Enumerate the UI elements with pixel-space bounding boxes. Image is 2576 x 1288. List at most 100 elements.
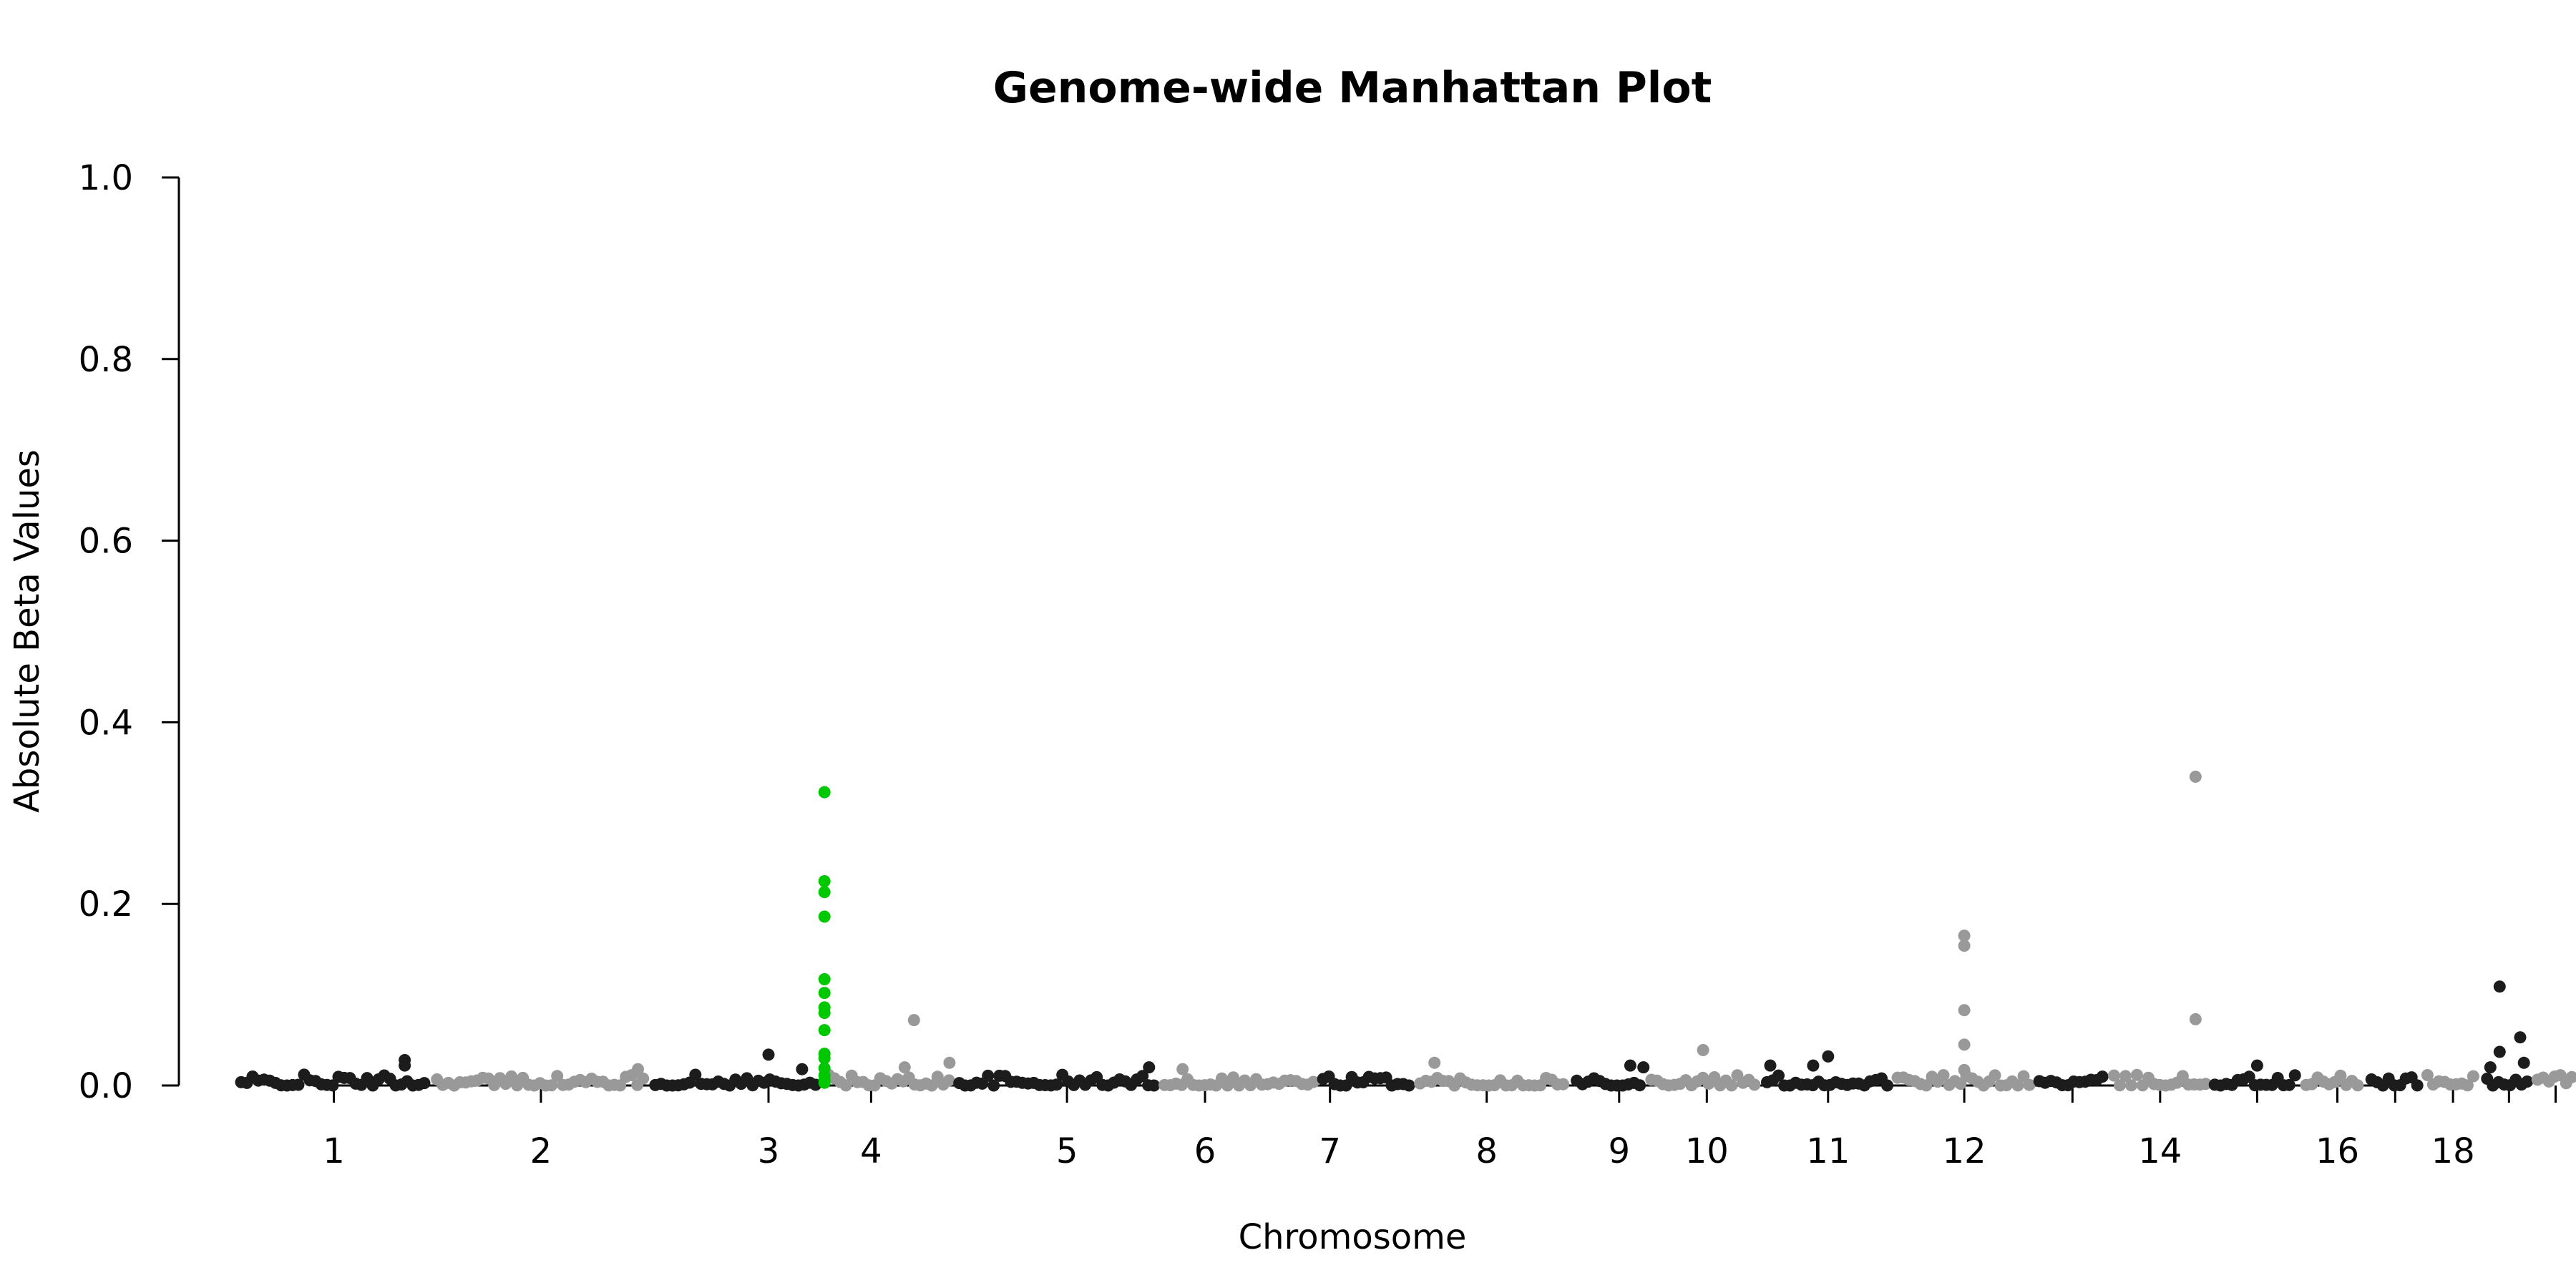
data-point: [1807, 1059, 1820, 1072]
chart-title: Genome-wide Manhattan Plot: [993, 63, 1712, 113]
data-point: [2461, 1079, 2474, 1092]
data-point: [2493, 980, 2506, 993]
x-tick-label: 7: [1319, 1131, 1341, 1171]
y-tick-label: 0.0: [79, 1066, 133, 1106]
x-tick-label: 18: [2431, 1131, 2475, 1171]
data-point: [637, 1072, 650, 1085]
highlight-point: [818, 1024, 831, 1037]
x-tick-label: 1: [323, 1131, 345, 1171]
x-tick-label: 10: [1685, 1131, 1729, 1171]
data-point: [689, 1068, 702, 1081]
data-point: [1697, 1044, 1709, 1056]
y-tick-label: 0.4: [79, 703, 133, 743]
highlight-point: [818, 886, 831, 899]
data-point: [762, 1048, 775, 1061]
data-point: [907, 1014, 920, 1027]
x-tick-label: 6: [1194, 1131, 1216, 1171]
data-point: [2493, 1045, 2506, 1058]
data-point: [982, 1069, 995, 1082]
x-tick-label: 5: [1056, 1131, 1078, 1171]
data-point: [2467, 1070, 2479, 1083]
y-tick-label: 0.6: [79, 522, 133, 562]
x-tick-label: 9: [1609, 1131, 1631, 1171]
data-point: [1958, 1063, 1971, 1076]
data-point: [2288, 1069, 2301, 1082]
y-tick-label: 0.8: [79, 340, 133, 380]
data-point: [2023, 1078, 2036, 1091]
y-tick-label: 1.0: [79, 158, 133, 198]
data-point: [1725, 1079, 1738, 1092]
data-point: [399, 1059, 411, 1072]
data-point: [2011, 1079, 2024, 1092]
data-point: [2189, 1013, 2202, 1025]
data-point: [1143, 1061, 1156, 1074]
data-point: [2484, 1061, 2497, 1074]
data-point: [1136, 1070, 1149, 1083]
data-point: [1557, 1078, 1570, 1091]
data-point: [2189, 771, 2202, 783]
highlight-point: [818, 875, 831, 887]
highlight-point: [818, 1076, 831, 1089]
highlight-point: [818, 1007, 831, 1019]
data-point: [1148, 1079, 1161, 1092]
data-points: [235, 771, 2576, 1092]
data-point: [2107, 1069, 2120, 1082]
x-tick-label: 3: [758, 1131, 780, 1171]
data-point: [1050, 1078, 1063, 1091]
data-point: [2124, 1079, 2137, 1092]
data-point: [2334, 1069, 2347, 1082]
x-tick-label: 11: [1806, 1131, 1850, 1171]
data-point: [2517, 1056, 2530, 1069]
data-point: [1428, 1056, 1441, 1069]
x-tick-label: 12: [1943, 1131, 1986, 1171]
data-point: [1764, 1059, 1777, 1072]
highlight-point: [818, 910, 831, 923]
data-point: [2351, 1079, 2364, 1092]
data-point: [1958, 1038, 1971, 1051]
data-point: [1958, 930, 1971, 942]
x-tick-label: 14: [2138, 1131, 2182, 1171]
data-point: [2283, 1078, 2296, 1091]
data-point: [898, 1061, 911, 1074]
x-tick-label: 4: [860, 1131, 882, 1171]
data-point: [1989, 1069, 2001, 1082]
data-point: [1772, 1069, 1785, 1082]
data-point: [2119, 1070, 2132, 1083]
data-point: [2250, 1059, 2263, 1072]
highlight-point: [818, 973, 831, 985]
data-point: [2514, 1031, 2527, 1044]
data-point: [2521, 1075, 2534, 1088]
data-point: [1822, 1050, 1835, 1063]
x-tick-label: 8: [1475, 1131, 1498, 1171]
x-axis-ticks: 12345678910111214161821: [323, 1085, 2557, 1171]
data-point: [925, 1079, 938, 1092]
data-point: [2421, 1069, 2434, 1081]
data-point: [1624, 1059, 1636, 1072]
x-tick-label: 2: [530, 1131, 552, 1171]
data-point: [1637, 1061, 1650, 1074]
data-point: [1958, 940, 1971, 952]
data-point: [796, 1063, 809, 1075]
data-point: [1176, 1063, 1189, 1075]
data-point: [942, 1074, 955, 1087]
data-point: [2017, 1070, 2030, 1083]
data-point: [551, 1070, 564, 1083]
data-point: [418, 1077, 431, 1090]
data-point: [2113, 1079, 2126, 1092]
data-point: [839, 1079, 852, 1092]
highlight-point: [818, 987, 831, 1000]
data-point: [1958, 1004, 1971, 1017]
data-point: [2411, 1079, 2424, 1092]
data-point: [1937, 1069, 1950, 1082]
data-point: [2565, 1070, 2576, 1083]
data-point: [1881, 1079, 1893, 1092]
x-tick-label: 16: [2316, 1131, 2359, 1171]
data-point: [1307, 1075, 1319, 1088]
data-point: [2199, 1078, 2212, 1091]
data-point: [545, 1079, 558, 1092]
data-point: [326, 1079, 339, 1092]
data-point: [943, 1056, 956, 1069]
y-tick-label: 0.2: [79, 884, 133, 924]
